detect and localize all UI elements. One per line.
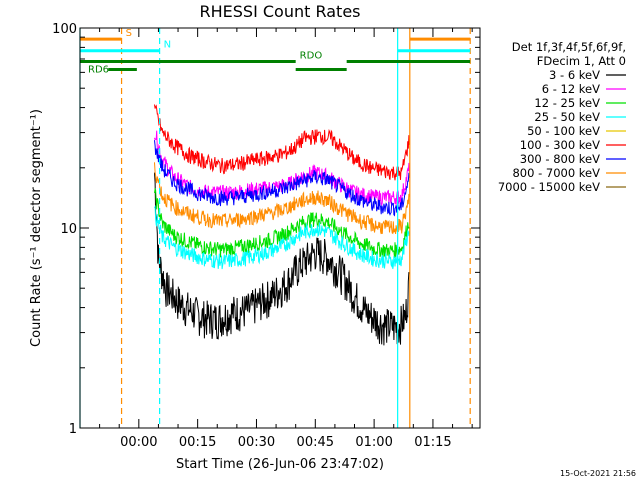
series-line-4 [154,204,410,270]
y-axis-label: Count Rate (s⁻¹ detector segment⁻¹) [29,109,44,347]
annotation-layer: S N RDO RD6 [79,28,471,428]
legend-entry-label: 25 - 50 keV [534,110,600,124]
chart-title: RHESSI Count Rates [200,2,361,21]
legend-entry-label: 6 - 12 keV [542,82,600,96]
legend-header: Det 1f,3f,4f,5f,6f,9f, [512,40,626,54]
flag-label-rd6: RD6 [88,65,109,76]
legend-entry-label: 7000 - 15000 keV [498,180,600,194]
axis-layer: 00:00 00:15 00:30 00:45 01:00 01:15 1 10 100 [52,22,481,450]
x-axis-label: Start Time (26-Jun-06 23:47:02) [176,457,384,472]
footer-timestamp: 15-Oct-2021 21:56 [560,469,636,478]
legend-entry-label: 300 - 800 keV [520,152,600,166]
legend-entry-label: 12 - 25 keV [534,96,600,110]
flag-label-rdo: RDO [300,50,323,61]
x-tick-label: 00:15 [179,435,216,450]
plot-background [80,28,480,428]
y-tick-label: 100 [52,22,77,37]
series-line-7 [154,162,410,235]
legend-entry-label: 3 - 6 keV [549,68,600,82]
series-layer [154,104,410,346]
legend-header: FDecim 1, Att 0 [537,54,626,68]
x-tick-label: 01:15 [414,435,451,450]
flag-label-n: N [164,40,171,51]
legend-entry-label: 800 - 7000 keV [512,166,600,180]
x-tick-label: 00:45 [297,435,334,450]
legend: Det 1f,3f,4f,5f,6f,9f,FDecim 1, Att 03 -… [498,40,626,194]
series-line-3 [154,187,410,258]
legend-entry-label: 50 - 100 keV [527,124,600,138]
series-line-5 [154,104,410,181]
x-tick-label: 00:00 [120,435,157,450]
y-tick-label: 10 [60,222,77,237]
flag-label-s: S [126,28,132,39]
series-line-6 [154,140,410,217]
plot-area [80,28,480,428]
legend-entry-label: 100 - 300 keV [520,138,600,152]
series-line-1 [154,172,410,346]
x-tick-label: 01:00 [355,435,392,450]
x-tick-label: 00:30 [238,435,275,450]
y-tick-label: 1 [69,422,77,437]
